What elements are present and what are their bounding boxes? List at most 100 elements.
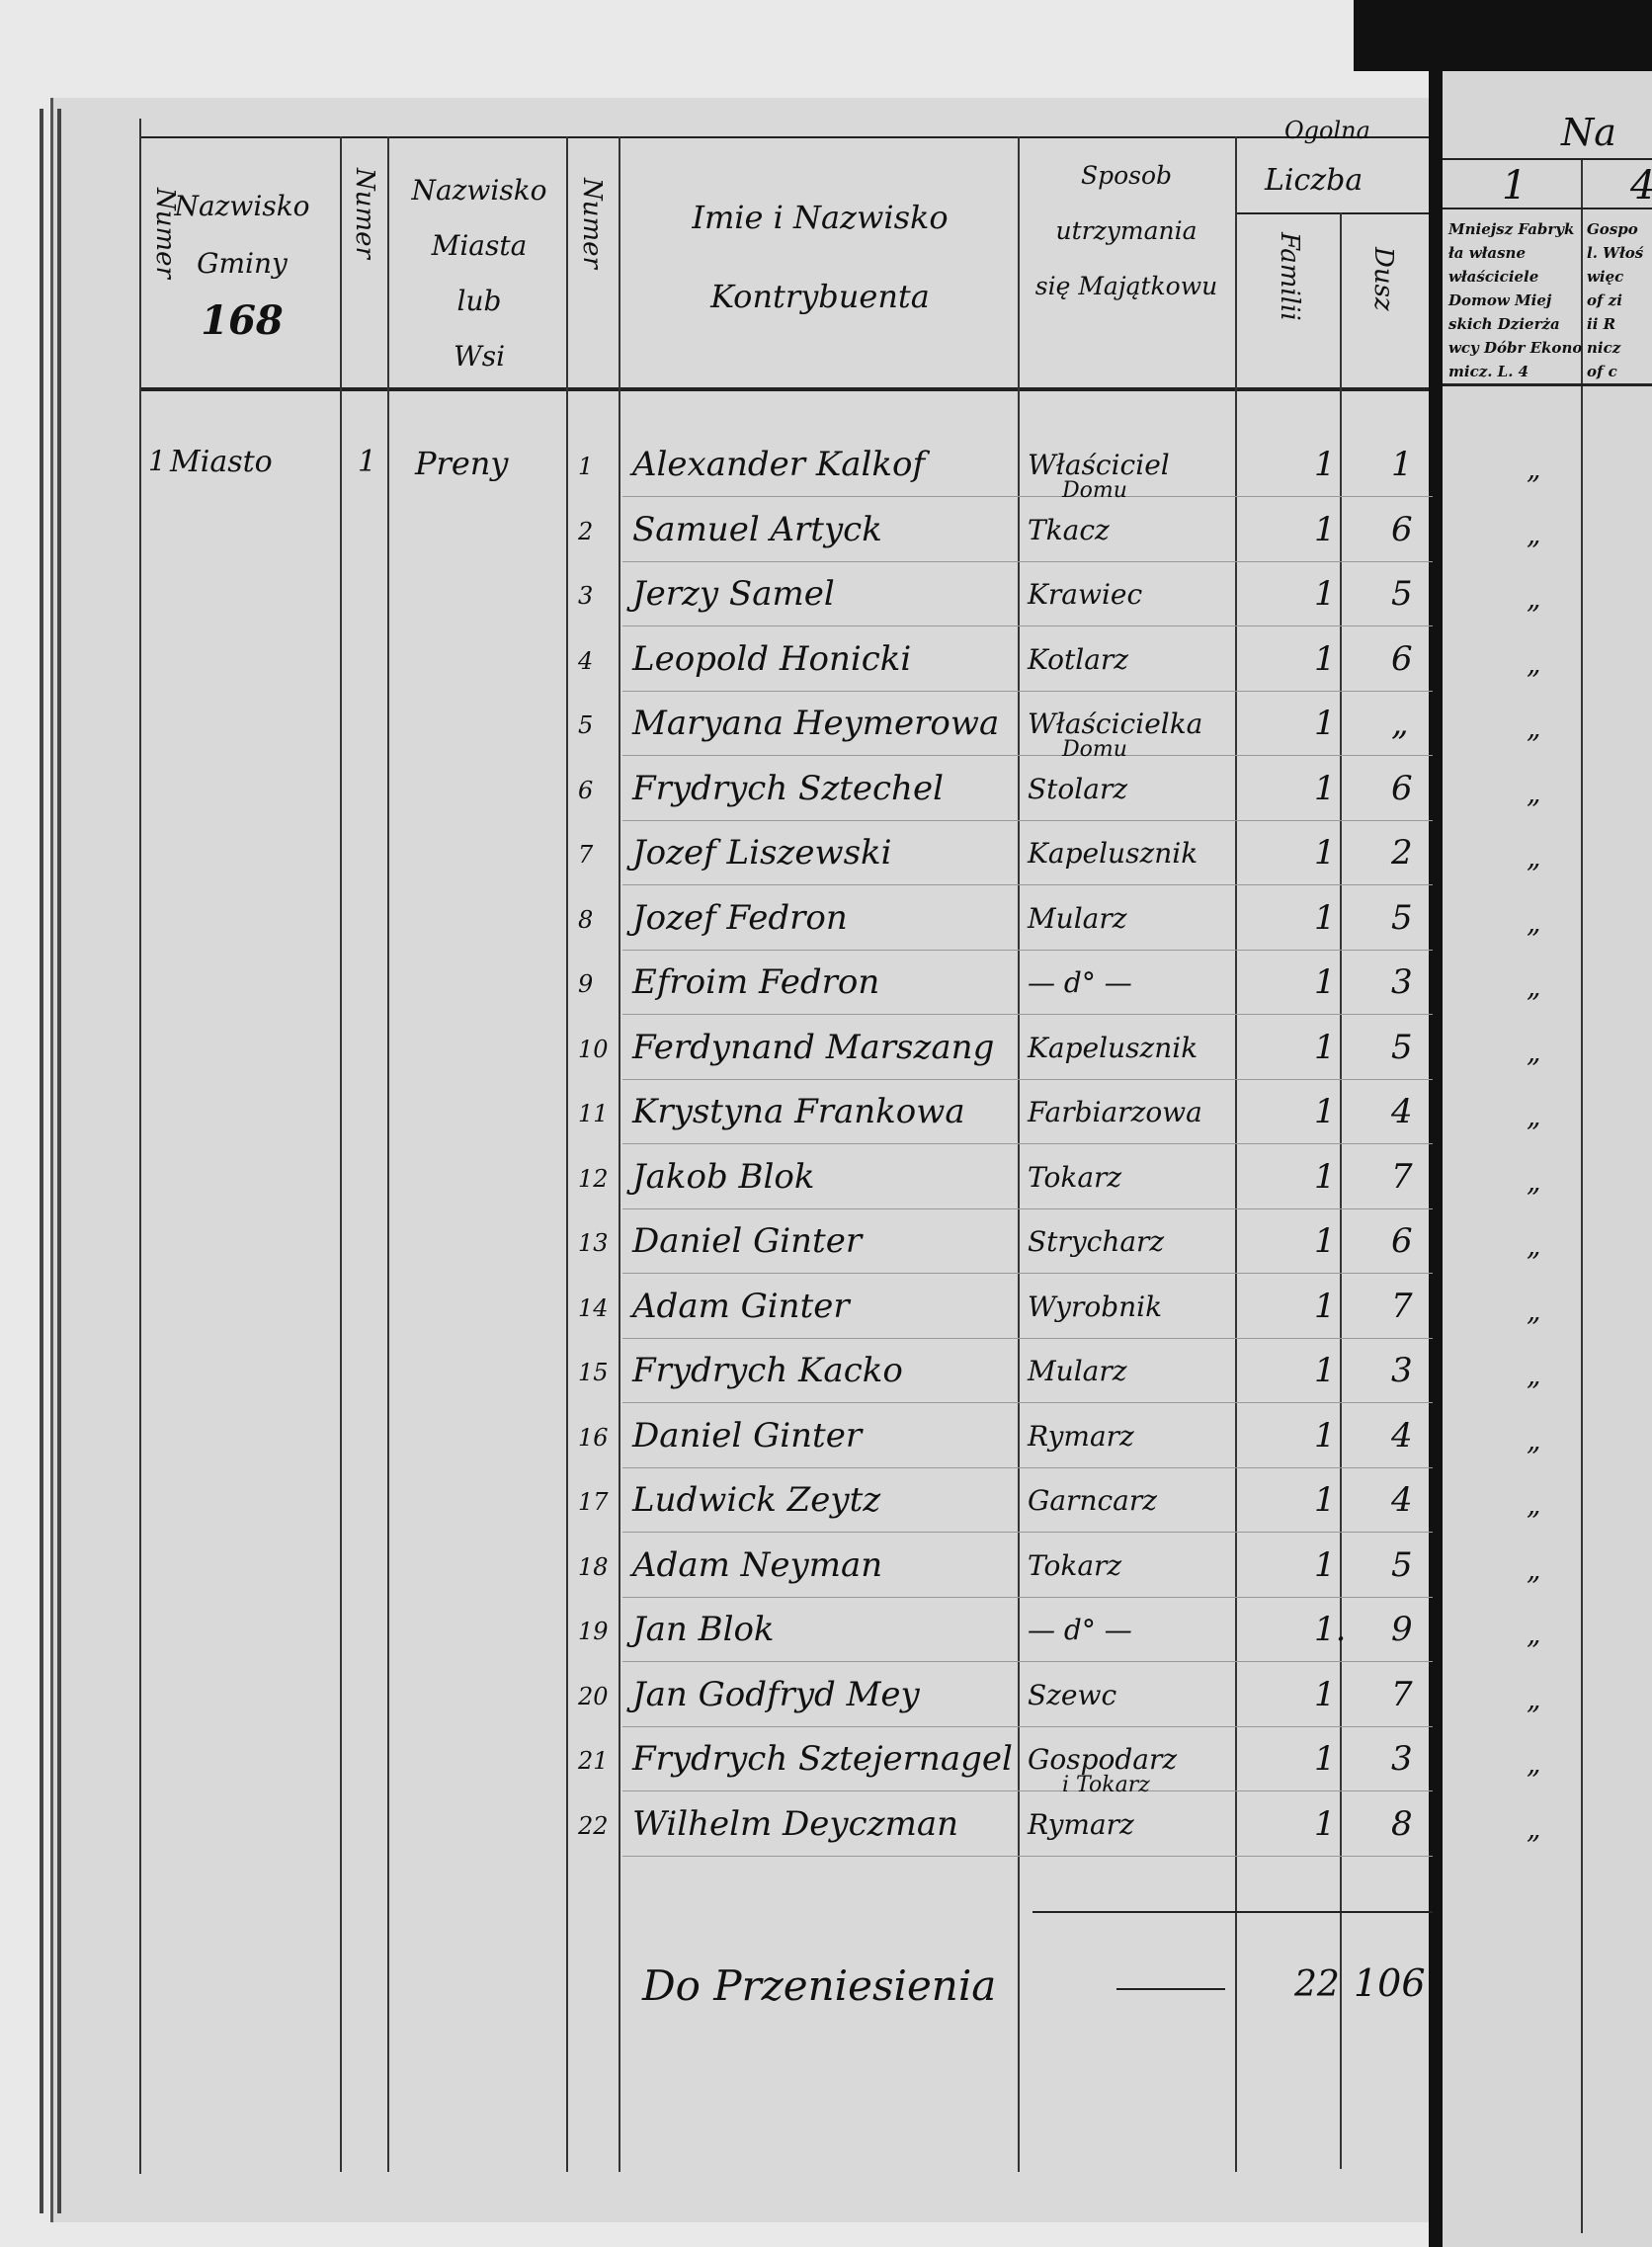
- gmina-cell: Miasto: [170, 445, 273, 479]
- column-rule: [340, 136, 342, 2172]
- header-dusz: Dusz: [1368, 247, 1398, 311]
- occupation: Strycharz: [1028, 1225, 1165, 1258]
- dusz-count: 5: [1391, 574, 1413, 614]
- row-number: 18: [578, 1552, 609, 1581]
- ditto-mark: „: [1527, 1682, 1541, 1715]
- right-col1-line: wcy Dóbr Ekono: [1448, 339, 1583, 357]
- row-ruling: [622, 1207, 1433, 1209]
- dusz-count: 6: [1391, 1221, 1413, 1261]
- ditto-mark: „: [1527, 582, 1541, 615]
- row-number: 3: [578, 582, 594, 610]
- row-ruling: [622, 496, 1433, 497]
- header-gmina: Nazwisko Gminy 168: [158, 178, 326, 350]
- ledger-page: [50, 98, 1437, 2222]
- right-col2-text: Gospo l. Włoś więc of zi ii R nicz of c: [1587, 217, 1643, 383]
- gmina-number-cell: 1: [148, 445, 166, 477]
- familii-count: 1: [1314, 962, 1336, 1002]
- dusz-count: 4: [1391, 1480, 1413, 1520]
- contributor-name: Efroim Fedron: [632, 962, 880, 1002]
- ditto-mark: „: [1527, 1229, 1541, 1262]
- occupation: Rymarz: [1028, 1419, 1134, 1453]
- occupation: Właściciel: [1028, 449, 1170, 481]
- row-ruling: [622, 1466, 1433, 1468]
- row-ruling: [622, 1661, 1433, 1662]
- row-ruling: [622, 884, 1433, 885]
- occupation: Garncarz: [1028, 1484, 1157, 1517]
- occupation: Szewc: [1028, 1678, 1117, 1711]
- dusz-count: 7: [1391, 1674, 1413, 1714]
- familii-count: 1: [1314, 1480, 1336, 1520]
- dusz-count: „: [1391, 704, 1409, 743]
- familii-count: 1: [1314, 509, 1336, 549]
- familii-count: 1: [1314, 1351, 1336, 1390]
- row-number: 6: [578, 776, 594, 804]
- right-col2-line: nicz: [1587, 339, 1621, 357]
- occupation: Tokarz: [1028, 1548, 1122, 1582]
- occupation: Kotlarz: [1028, 642, 1129, 676]
- row-ruling: [622, 1273, 1433, 1274]
- dusz-count: 4: [1391, 1415, 1413, 1456]
- contributor-name: Jan Blok: [632, 1610, 775, 1649]
- ditto-mark: „: [1527, 970, 1541, 1003]
- total-familii: 22: [1294, 1964, 1340, 2005]
- row-ruling: [622, 690, 1433, 692]
- column-rule: [387, 136, 389, 2172]
- familii-count: 1: [1314, 833, 1336, 873]
- row-ruling: [622, 625, 1433, 626]
- ditto-mark: „: [1527, 1423, 1541, 1456]
- ditto-mark: „: [1527, 711, 1541, 744]
- contributor-name: Ferdynand Marszang: [632, 1027, 995, 1067]
- occupation: Tkacz: [1028, 513, 1110, 546]
- row-number: 11: [578, 1100, 609, 1127]
- dusz-count: 5: [1391, 1544, 1413, 1585]
- right-col1-line: ła własne: [1448, 244, 1527, 262]
- header-top-line: [139, 136, 1429, 138]
- familii-count: 1: [1314, 1156, 1336, 1197]
- row-number: 8: [578, 905, 594, 934]
- occupation: Gospodarz: [1028, 1743, 1178, 1776]
- row-number: 21: [578, 1747, 609, 1775]
- right-col2-number: 4: [1630, 163, 1652, 208]
- occupation-note: i Tokarz: [1062, 1773, 1150, 1797]
- row-ruling: [622, 1855, 1433, 1857]
- contributor-name: Samuel Artyck: [632, 509, 882, 549]
- column-rule: [139, 119, 141, 2174]
- occupation: — d° —: [1028, 966, 1132, 999]
- page-edge: [40, 109, 43, 2213]
- header-miasto-line: Nazwisko: [411, 174, 547, 207]
- dusz-count: 9: [1391, 1610, 1413, 1649]
- right-col1-line: właściciele: [1448, 268, 1539, 286]
- header-sposob-line: się Majątkowu: [1034, 272, 1218, 300]
- miasto-cell: Preny: [415, 445, 509, 482]
- column-rule: [566, 136, 568, 2172]
- occupation-note: Domu: [1062, 478, 1127, 503]
- header-name: Imie i Nazwisko Kontrybuenta: [632, 178, 1008, 336]
- dusz-count: 2: [1391, 833, 1413, 873]
- row-number: 20: [578, 1682, 609, 1710]
- contributor-name: Frydrych Sztejernagel: [632, 1739, 1013, 1779]
- row-number: 10: [578, 1035, 609, 1063]
- contributor-name: Frydrych Kacko: [632, 1351, 903, 1390]
- header-miasto: Nazwisko Miasta lub Wsi: [395, 163, 563, 384]
- right-header-line: [1443, 158, 1652, 160]
- familii-count: 1: [1314, 1221, 1336, 1261]
- right-col1-line: micz. L. 4: [1448, 363, 1529, 380]
- ditto-mark: „: [1527, 905, 1541, 939]
- familii-count: 1: [1314, 574, 1336, 614]
- dusz-count: 3: [1391, 1351, 1413, 1390]
- familii-count: 1: [1314, 768, 1336, 808]
- scan-border: [1354, 0, 1652, 71]
- row-ruling: [622, 1596, 1433, 1598]
- dusz-count: 6: [1391, 638, 1413, 679]
- dusz-count: 4: [1391, 1092, 1413, 1131]
- contributor-name: Leopold Honicki: [632, 638, 912, 679]
- right-header-line: [1443, 383, 1652, 386]
- row-ruling: [622, 1402, 1433, 1403]
- ditto-mark: „: [1527, 517, 1541, 550]
- right-col2-line: of zi: [1587, 291, 1622, 309]
- ditto-mark: „: [1527, 1100, 1541, 1132]
- header-sposob-line: Sposob: [1080, 161, 1173, 190]
- right-col2-line: Gospo: [1587, 220, 1638, 238]
- dusz-count: 6: [1391, 768, 1413, 808]
- ditto-mark: „: [1527, 841, 1541, 874]
